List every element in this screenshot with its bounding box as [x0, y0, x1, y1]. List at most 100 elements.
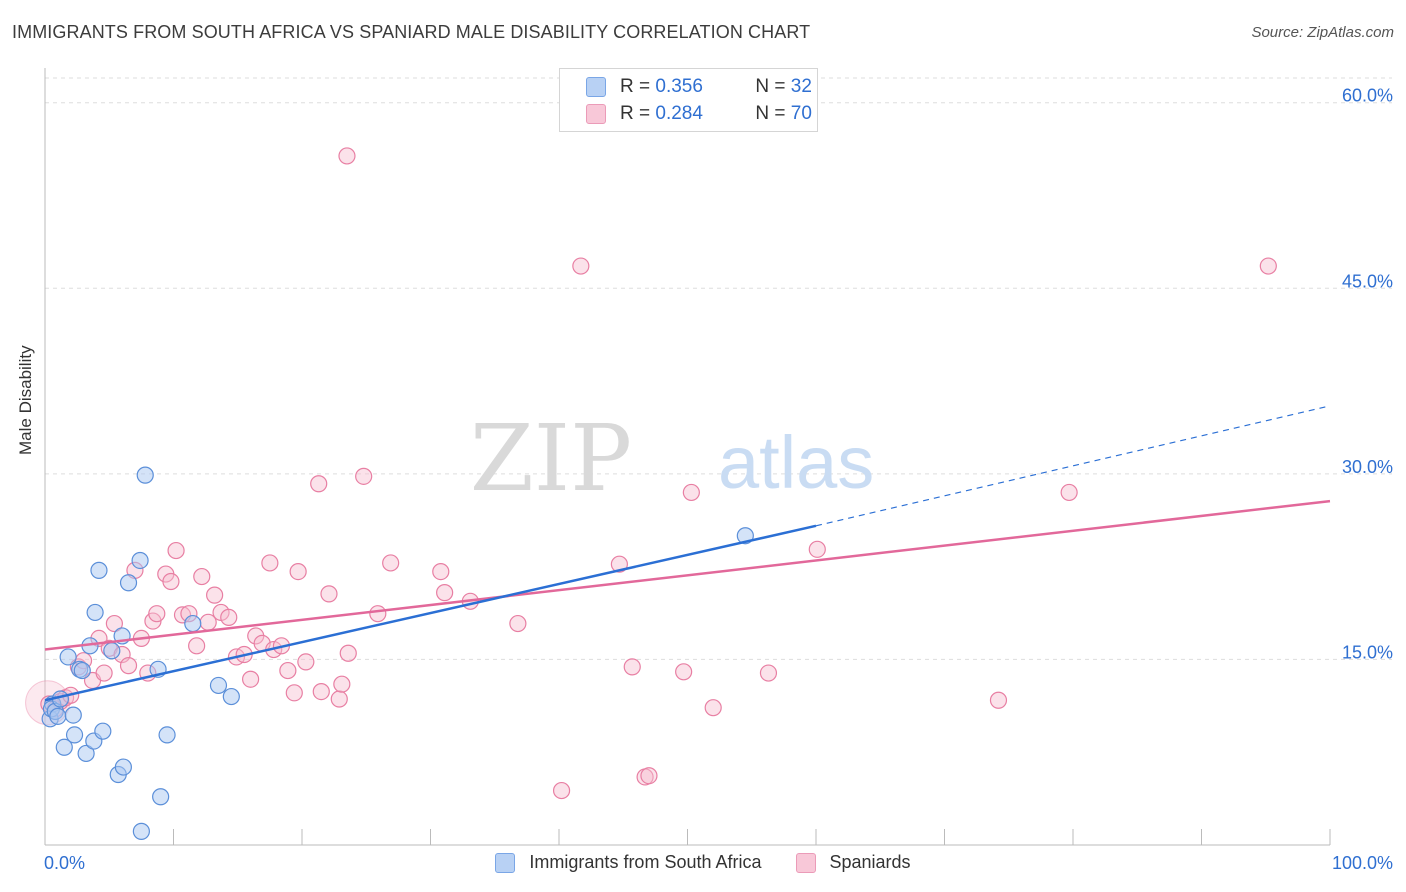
legend-r-label: R =	[620, 76, 651, 97]
spaniards-point	[95, 664, 113, 682]
south-africa-point	[158, 726, 176, 744]
spaniards-point	[220, 608, 238, 626]
spaniards-point	[552, 781, 571, 800]
legend-r-label: R =	[620, 103, 651, 124]
spaniards-point	[640, 767, 658, 785]
spaniards-point	[119, 657, 138, 675]
legend: R = 0.356 N = 32 R = 0.284 N = 70	[559, 68, 818, 132]
south-africa-point	[184, 614, 202, 633]
spaniards-point	[623, 658, 641, 676]
south-africa-point	[119, 574, 138, 592]
south-africa-point	[77, 744, 95, 763]
south-africa-point	[152, 788, 170, 806]
south-africa-point	[73, 661, 91, 680]
spaniards-point	[261, 554, 279, 572]
spaniards-point	[1259, 257, 1277, 275]
spaniards-point	[162, 572, 180, 591]
south-africa-point	[222, 687, 240, 706]
series-spaniards-points	[25, 147, 1277, 800]
bottom-legend-label: Immigrants from South Africa	[529, 852, 762, 872]
spaniards-point	[682, 483, 700, 502]
spaniards-point	[279, 661, 297, 680]
legend-row-south-africa: R = 0.356 N = 32	[586, 75, 812, 99]
south-africa-point	[55, 738, 73, 756]
spaniards-point	[1060, 483, 1078, 502]
bottom-legend-spaniards: Spaniards	[795, 852, 911, 873]
spaniards-point	[310, 475, 328, 493]
south-africa-point	[136, 466, 154, 484]
spaniards-point	[193, 567, 211, 586]
spaniards-point	[572, 257, 590, 275]
spaniards-point	[704, 699, 722, 717]
south-africa-point	[209, 676, 228, 695]
spaniards-point	[382, 554, 400, 572]
spaniards-point	[285, 684, 303, 702]
axes	[44, 68, 1331, 846]
spaniards-point	[808, 540, 826, 558]
spaniards-point	[339, 644, 357, 662]
south-africa-point	[103, 642, 121, 660]
legend-n-label: N =	[755, 76, 786, 97]
bottom-legend-south-africa: Immigrants from South Africa	[495, 852, 762, 873]
legend-swatch-pink	[586, 104, 606, 124]
legend-r-value: 0.356	[655, 76, 703, 97]
south-africa-point	[59, 648, 77, 666]
spaniards-point	[289, 563, 307, 581]
y-tick-label: 15.0%	[1342, 642, 1393, 662]
legend-n-value: 70	[790, 103, 812, 124]
spaniards-point	[148, 605, 166, 623]
spaniards-point	[355, 467, 373, 485]
spaniards-point	[188, 637, 206, 655]
south-africa-point	[94, 722, 112, 740]
spaniards-point	[432, 563, 450, 581]
series-south-africa-points	[41, 466, 754, 840]
south-africa-point	[86, 603, 104, 622]
south-africa-point	[65, 726, 84, 744]
south-africa-point	[64, 706, 82, 724]
y-tick-label: 30.0%	[1342, 457, 1393, 477]
south-africa-point	[132, 822, 150, 840]
south-africa-point	[49, 707, 67, 725]
spaniards-point	[436, 584, 454, 602]
spaniards-trend-line	[44, 499, 1331, 651]
x-tick-label-right: 100.0%	[1332, 853, 1393, 873]
spaniards-point	[105, 614, 123, 633]
chart-title: IMMIGRANTS FROM SOUTH AFRICA VS SPANIARD…	[12, 22, 811, 42]
bottom-legend-swatch-blue	[495, 852, 516, 873]
y-axis-label: Male Disability	[16, 345, 35, 455]
source-label: Source: ZipAtlas.com	[1251, 24, 1394, 41]
spaniards-point	[989, 691, 1008, 709]
watermark: ZIP atlas	[470, 405, 874, 512]
spaniards-point	[320, 585, 338, 603]
spaniards-point	[369, 605, 387, 623]
bottom-legend-label: Spaniards	[829, 852, 911, 872]
south-africa-trend-extension	[815, 405, 1331, 527]
spaniards-point	[333, 675, 351, 693]
legend-n-label: N =	[755, 103, 786, 124]
spaniards-point	[206, 586, 224, 604]
spaniards-point	[242, 670, 260, 688]
watermark-zip: ZIP	[470, 405, 632, 512]
south-africa-point	[114, 758, 132, 776]
spaniards-point	[167, 541, 185, 560]
spaniards-point	[509, 614, 527, 633]
spaniards-point	[312, 682, 330, 701]
spaniards-point	[330, 690, 348, 708]
x-tick-label-left: 0.0%	[44, 853, 85, 873]
legend-n-value: 32	[790, 76, 812, 97]
watermark-atlas: atlas	[718, 421, 874, 504]
trend-lines	[44, 405, 1331, 702]
south-africa-point	[131, 551, 149, 570]
south-africa-trend-line	[44, 524, 817, 702]
legend-swatch-blue	[586, 77, 606, 97]
spaniards-point	[297, 653, 315, 671]
legend-row-spaniards: R = 0.284 N = 70	[586, 102, 812, 126]
bottom-legend: Immigrants from South Africa Spaniards	[0, 852, 1406, 873]
spaniards-point	[759, 664, 778, 682]
bottom-legend-swatch-pink	[795, 852, 816, 873]
spaniards-point	[338, 147, 356, 165]
y-tick-label: 45.0%	[1342, 271, 1393, 291]
legend-r-value: 0.284	[655, 103, 703, 124]
spaniards-point	[675, 663, 693, 681]
